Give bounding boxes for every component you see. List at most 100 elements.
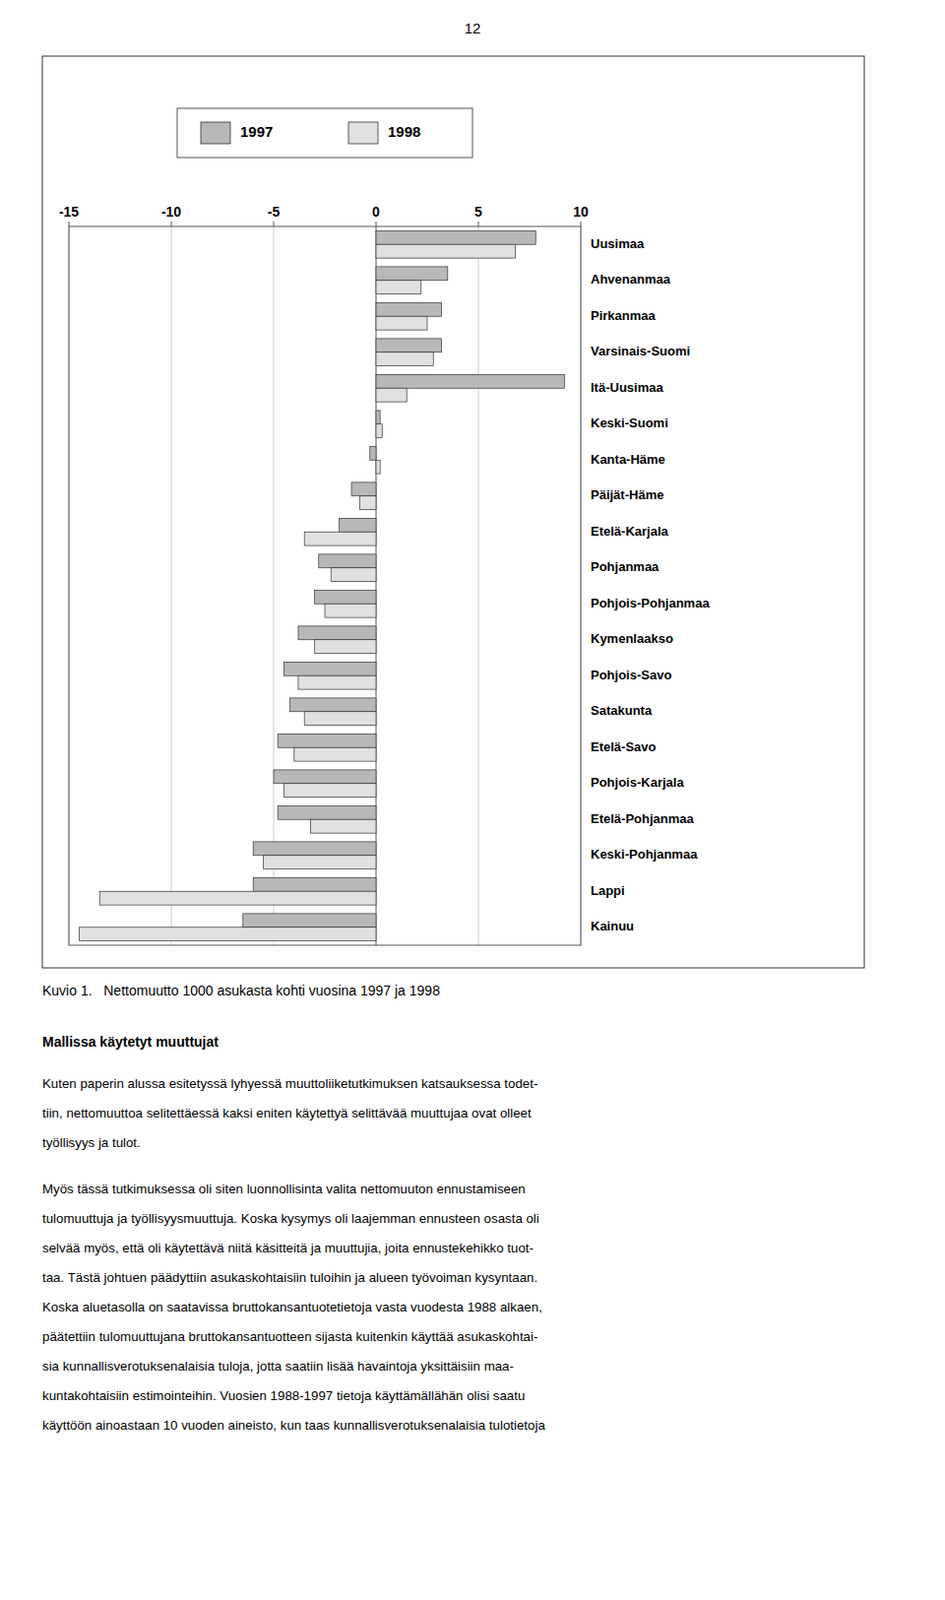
- body-line: taa. Tästä johtuen päädyttiin asukaskoht…: [42, 1269, 538, 1285]
- bar: [370, 445, 377, 460]
- tick-label: -10: [161, 203, 182, 220]
- bar: [351, 482, 377, 497]
- tick-label: -5: [267, 203, 281, 220]
- tick-mark: [273, 221, 275, 227]
- legend-label: 1998: [387, 123, 421, 140]
- bar: [376, 244, 515, 258]
- outer-frame: [42, 56, 865, 968]
- section-header: Mallissa käytetyt muuttujat: [42, 1033, 219, 1050]
- bar: [376, 424, 382, 439]
- category-label: Pirkanmaa: [590, 308, 657, 323]
- body-line: kuntakohtaisiin estimointeihin. Vuosien …: [42, 1387, 525, 1403]
- category-label: Pohjois-Savo: [590, 667, 672, 683]
- category-label: Etelä-Savo: [590, 739, 657, 755]
- category-label: Satakunta: [590, 702, 653, 718]
- body-line: Kuten paperin alussa esitetyssä lyhyessä…: [42, 1075, 538, 1091]
- bar: [273, 769, 377, 784]
- body-line: käyttöön ainoastaan 10 vuoden aineisto, …: [42, 1417, 546, 1433]
- page-number: 12: [464, 19, 482, 37]
- page: 12 -15 -10 -5 0 5 10Uusimaa Ahvenanmaa Pirkanmaa…: [0, 0, 945, 1600]
- bar: [315, 639, 377, 654]
- bar: [376, 302, 442, 316]
- legend: [177, 108, 473, 158]
- bar: [315, 589, 377, 604]
- plot-frame: [68, 226, 581, 945]
- tick-mark: [580, 221, 582, 227]
- legend-label: 1997: [240, 123, 273, 140]
- grid-line: [478, 226, 480, 945]
- bar: [376, 338, 442, 353]
- bar: [277, 805, 377, 819]
- body-line: Koska aluetasolla on saatavissa bruttoka…: [42, 1299, 543, 1315]
- body-line: tulomuuttuja ja työllisyysmuuttuja. Kosk…: [42, 1210, 540, 1226]
- bar: [310, 819, 377, 833]
- grid-line: [171, 226, 173, 945]
- caption: Kuvio 1. Nettomuutto 1000 asukasta kohti…: [42, 982, 441, 999]
- tick-label: 0: [372, 203, 380, 220]
- bar: [304, 531, 377, 546]
- bar: [283, 661, 377, 676]
- bar: [376, 315, 428, 330]
- body-line: selvää myös, että oli käytettävä niitä k…: [42, 1240, 534, 1256]
- category-label: Kanta-Häme: [590, 451, 666, 467]
- category-label: Pohjois-Karjala: [590, 774, 685, 790]
- category-label: Pohjanmaa: [590, 559, 660, 574]
- bar: [339, 517, 377, 532]
- bar: [99, 890, 377, 905]
- body-line: sia kunnallisverotuksenalaisia tuloja, j…: [42, 1358, 514, 1374]
- bars: [78, 230, 565, 941]
- bar: [376, 280, 422, 295]
- bar: [298, 626, 377, 640]
- body-line: tiin, nettomuuttoa selitettäessä kaksi e…: [42, 1105, 532, 1121]
- category-label: Päijät-Häme: [590, 487, 664, 503]
- grid-line: [376, 226, 378, 945]
- legend-swatch: [348, 122, 378, 144]
- category-label: Kainuu: [590, 918, 634, 934]
- tick-mark: [478, 221, 480, 227]
- category-label: Itä-Uusimaa: [590, 379, 664, 395]
- category-label: Ahvenanmaa: [590, 271, 672, 287]
- bar: [376, 230, 536, 245]
- bar: [330, 567, 377, 582]
- category-label: Keski-Suomi: [590, 415, 669, 431]
- bar: [283, 783, 377, 798]
- bar: [376, 459, 380, 474]
- category-label: Etelä-Pohjanmaa: [590, 811, 695, 826]
- bar: [359, 496, 377, 510]
- bar: [376, 387, 407, 402]
- bar: [318, 554, 377, 568]
- category-label: Keski-Pohjanmaa: [590, 846, 698, 862]
- bar: [324, 603, 377, 618]
- bar: [290, 697, 377, 712]
- tick-label: 10: [572, 203, 589, 220]
- tick-mark: [376, 221, 378, 227]
- category-label: Varsinais-Suomi: [590, 343, 691, 359]
- category-label: Uusimaa: [590, 236, 645, 252]
- grid-line: [273, 226, 275, 945]
- category-label: Pohjois-Pohjanmaa: [590, 595, 710, 611]
- bar: [304, 711, 377, 726]
- bar: [263, 855, 377, 870]
- category-label: Lappi: [590, 882, 626, 898]
- legend-swatch: [200, 122, 231, 144]
- bar: [252, 841, 377, 856]
- bar: [376, 352, 434, 367]
- tick-label: -15: [59, 203, 79, 220]
- tick-mark: [68, 221, 70, 227]
- bar: [298, 675, 377, 690]
- bar: [376, 374, 565, 388]
- bar: [78, 927, 377, 942]
- tick-label: 5: [474, 203, 483, 220]
- bar: [277, 733, 377, 748]
- bar: [243, 913, 377, 928]
- category-label: Kymenlaakso: [590, 630, 674, 646]
- bar: [294, 747, 377, 761]
- tick-mark: [171, 221, 173, 227]
- body-line: työllisyys ja tulot.: [42, 1134, 141, 1150]
- bar: [252, 877, 377, 891]
- body-line: päätettiin tulomuuttujana bruttokansantu…: [42, 1328, 538, 1344]
- bar: [376, 410, 380, 425]
- bar: [376, 266, 448, 281]
- body-line: Myös tässä tutkimuksessa oli siten luonn…: [42, 1181, 526, 1197]
- category-label: Etelä-Karjala: [590, 523, 670, 539]
